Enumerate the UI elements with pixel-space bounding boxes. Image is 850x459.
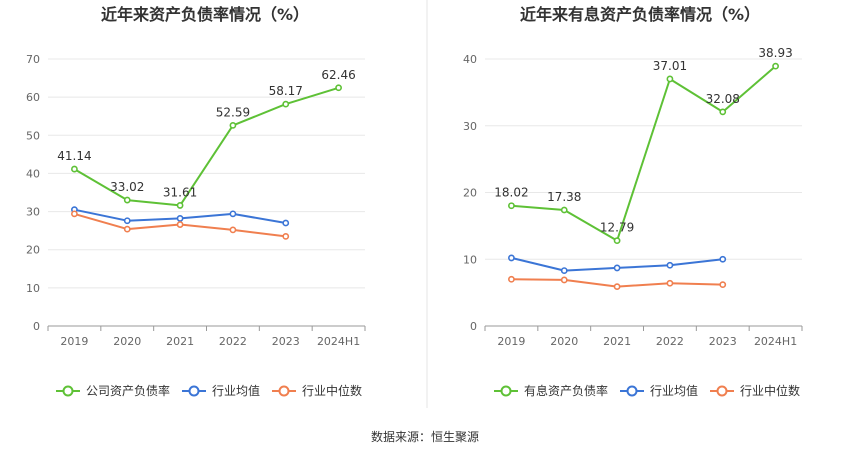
data-point — [560, 267, 568, 274]
y-tick-label: 10 — [463, 253, 477, 266]
data-point — [229, 210, 237, 218]
legend-label: 有息资产负债率 — [524, 383, 608, 398]
legend-item-1: 公司资产负债率 — [56, 383, 170, 398]
y-tick-label: 70 — [26, 53, 40, 66]
data-point — [666, 261, 674, 269]
data-point — [282, 219, 290, 227]
y-tick-label: 20 — [26, 244, 40, 257]
source-note: 数据来源：恒生聚源 — [370, 430, 479, 444]
legend-marker — [278, 385, 290, 397]
y-tick-label: 60 — [26, 91, 40, 104]
series-line-1 — [73, 86, 339, 207]
data-point — [71, 210, 78, 218]
data-label: 12.79 — [600, 221, 634, 235]
data-point — [123, 217, 131, 225]
legend-item-2: 行业均值 — [620, 383, 698, 398]
data-point — [560, 206, 568, 214]
data-label: 52.59 — [216, 105, 250, 119]
y-tick-label: 50 — [26, 129, 40, 142]
data-point — [613, 264, 621, 272]
x-tick-label: 2020 — [113, 335, 141, 348]
data-point — [176, 202, 184, 209]
data-label: 58.17 — [269, 84, 303, 98]
x-tick-label: 2022 — [656, 335, 684, 348]
y-tick-label: 0 — [470, 320, 477, 333]
x-tick-label: 2019 — [60, 335, 88, 348]
data-point — [282, 100, 290, 108]
chart-panel-2: 近年来有息资产负债率情况（%） 0 10 20 30 40 2019 2020 2021 2022… — [463, 5, 803, 398]
data-point — [719, 108, 727, 116]
legend-label: 行业均值 — [212, 383, 260, 398]
data-point — [772, 62, 779, 70]
legend-marker — [626, 385, 638, 397]
data-label: 37.01 — [653, 59, 687, 73]
data-label: 31.61 — [163, 185, 197, 199]
legend-item-3: 行业中位数 — [710, 383, 800, 398]
y-tick-label: 0 — [33, 320, 40, 333]
data-point — [229, 122, 237, 129]
legend-marker — [500, 385, 512, 397]
legend-label: 行业中位数 — [302, 383, 362, 398]
data-label: 18.02 — [494, 186, 528, 200]
series-line-1 — [511, 65, 777, 242]
data-point — [560, 276, 568, 284]
data-point — [176, 221, 184, 228]
data-label: 62.46 — [321, 68, 355, 82]
x-tick-label: 2022 — [219, 335, 247, 348]
legend-item-2: 行业均值 — [182, 383, 260, 398]
data-point — [613, 283, 621, 291]
x-tick-label: 2024H1 — [754, 335, 797, 348]
data-point — [282, 232, 290, 240]
data-point — [508, 254, 515, 262]
y-tick-label: 30 — [463, 120, 477, 133]
y-tick-label: 20 — [463, 187, 477, 200]
data-point — [335, 84, 342, 92]
data-point — [666, 75, 674, 83]
x-tick-label: 2023 — [272, 335, 300, 348]
legend-marker — [188, 385, 200, 397]
legend-label: 行业均值 — [650, 383, 698, 398]
y-tick-label: 30 — [26, 206, 40, 219]
data-point — [229, 226, 237, 234]
y-tick-label: 40 — [463, 53, 477, 66]
x-tick-label: 2024H1 — [317, 335, 360, 348]
chart-title: 近年来资产负债率情况（%） — [101, 5, 309, 24]
data-point — [719, 281, 727, 289]
y-tick-label: 10 — [26, 282, 40, 295]
x-tick-label: 2020 — [550, 335, 578, 348]
data-point — [666, 279, 674, 287]
legend-label: 行业中位数 — [740, 383, 800, 398]
data-label: 41.14 — [57, 149, 91, 163]
chart-title: 近年来有息资产负债率情况（%） — [520, 5, 760, 24]
legend-label: 公司资产负债率 — [86, 383, 170, 398]
data-label: 38.93 — [758, 46, 792, 60]
legend-item-3: 行业中位数 — [272, 383, 362, 398]
data-point — [508, 202, 515, 210]
data-label: 33.02 — [110, 180, 144, 194]
legend-marker — [716, 385, 728, 397]
data-label: 17.38 — [547, 190, 581, 204]
chart-panel-1: 近年来资产负债率情况（%） 0 10 20 30 40 50 60 70 2019 2020 2021… — [26, 5, 366, 398]
x-tick-label: 2023 — [709, 335, 737, 348]
data-point — [719, 255, 727, 263]
data-point — [71, 165, 78, 173]
y-tick-label: 40 — [26, 167, 40, 180]
data-point — [176, 215, 184, 222]
x-tick-label: 2021 — [166, 335, 194, 348]
data-point — [123, 196, 131, 204]
legend-item-1: 有息资产负债率 — [494, 383, 608, 398]
data-point — [123, 225, 131, 233]
data-point — [508, 275, 515, 283]
x-tick-label: 2019 — [497, 335, 525, 348]
data-point — [613, 237, 621, 245]
legend-marker — [62, 385, 74, 397]
x-tick-label: 2021 — [603, 335, 631, 348]
data-label: 32.08 — [706, 92, 740, 106]
